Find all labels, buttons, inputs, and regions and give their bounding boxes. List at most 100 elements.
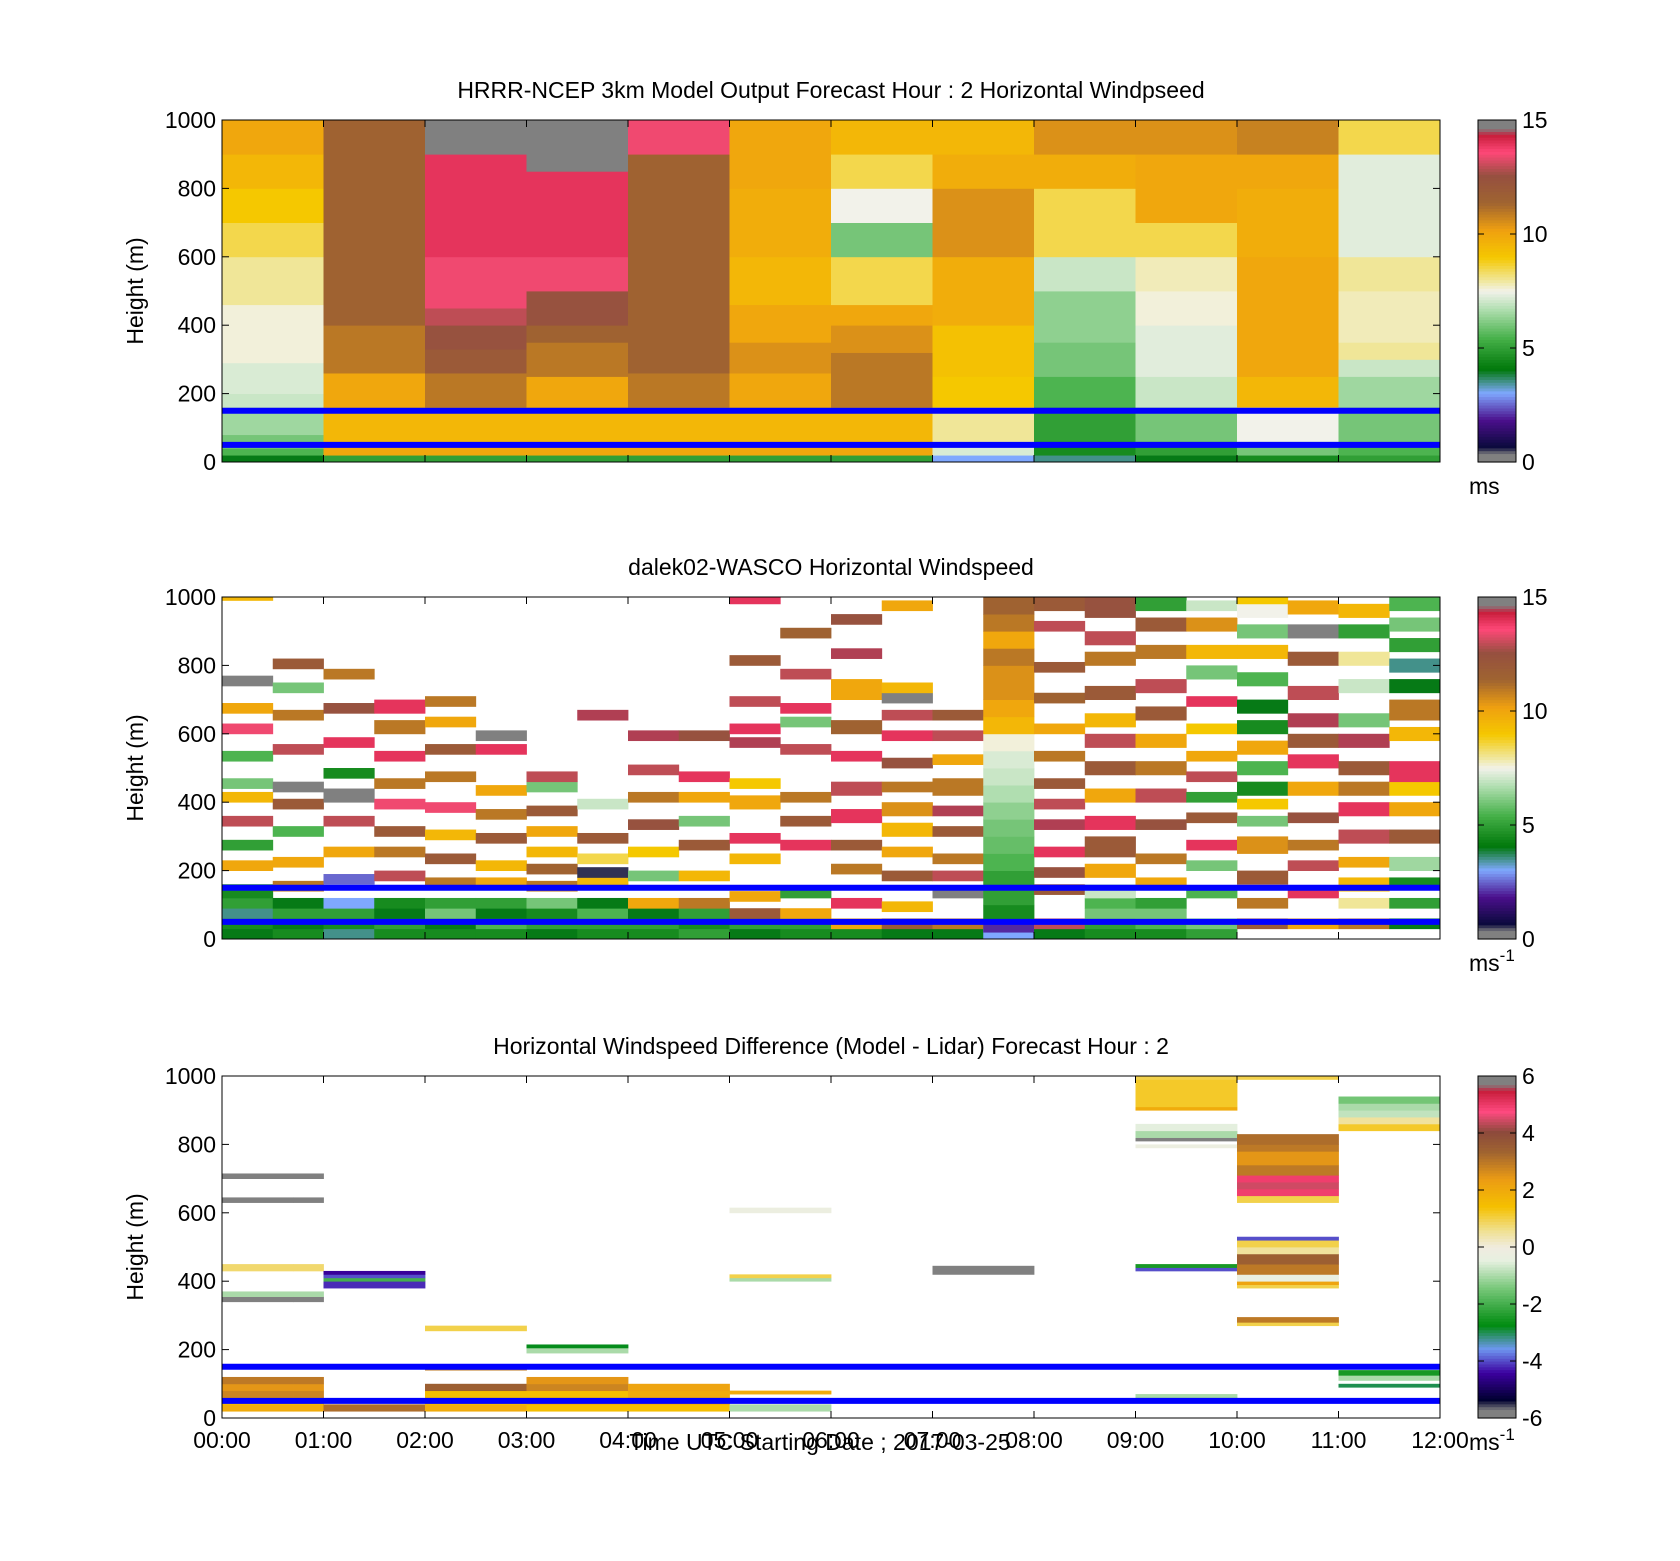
heatmap-cell [1084, 863, 1136, 878]
colorbar-swatch [1478, 867, 1516, 872]
colorbar-swatch [1478, 328, 1516, 332]
heatmap-cell [1237, 897, 1289, 909]
colorbar-swatch [1478, 1081, 1516, 1086]
colorbar-swatch [1478, 356, 1516, 360]
colorbar-swatch [1478, 847, 1516, 852]
heatmap-cell [1135, 597, 1187, 612]
heatmap-cell [222, 222, 324, 258]
heatmap-cell [526, 325, 629, 343]
colorbar-tick-label: 5 [1522, 335, 1535, 361]
colorbar-unit: ms [1469, 473, 1500, 499]
heatmap-cell [831, 455, 933, 463]
colorbar-swatch [1478, 188, 1516, 192]
heatmap-cell [983, 819, 1035, 837]
colorbar-swatch [1478, 642, 1516, 647]
heatmap-cell [1135, 1264, 1238, 1268]
colorbar-swatch [1478, 1352, 1516, 1356]
heatmap-cell [1135, 154, 1238, 223]
heatmap-cell [1237, 644, 1289, 659]
colorbar-unit: ms-1 [1469, 1425, 1515, 1455]
colorbar-swatch [1478, 611, 1516, 615]
heatmap-cell [323, 1277, 426, 1282]
colorbar-swatch [1478, 876, 1516, 880]
x-tick-label: 10:00 [1208, 1427, 1266, 1453]
heatmap-cell [729, 655, 781, 666]
colorbar-swatch [1478, 291, 1516, 295]
heatmap-cell [1237, 603, 1289, 618]
colorbar-swatch [1478, 813, 1516, 818]
colorbar-swatch [1478, 884, 1516, 889]
colorbar-swatch [1478, 733, 1516, 738]
colorbar-swatch [1478, 436, 1516, 440]
heatmap-cell [1135, 853, 1187, 865]
y-tick-label: 0 [203, 449, 216, 475]
colorbar-swatch [1478, 370, 1516, 375]
heatmap-cell [526, 908, 578, 919]
colorbar-swatch [1478, 273, 1516, 278]
heatmap-cell [222, 723, 274, 735]
heatmap-cell [1389, 829, 1441, 844]
x-tick-label: 04:00 [599, 1427, 657, 1453]
colorbar-swatch [1478, 1406, 1516, 1411]
colorbar-swatch [1478, 739, 1516, 743]
colorbar-swatch [1478, 725, 1516, 729]
colorbar-swatch [1478, 745, 1516, 749]
heatmap-cell [323, 1281, 426, 1289]
colorbar-swatch [1478, 336, 1516, 341]
heatmap-cell [1084, 631, 1136, 646]
heatmap-cell [1338, 376, 1441, 408]
heatmap-cell [272, 897, 324, 909]
colorbar-swatch [1478, 728, 1516, 732]
colorbar-swatch [1478, 1150, 1516, 1154]
colorbar-swatch [1478, 339, 1516, 343]
heatmap-cell [222, 908, 274, 919]
colorbar-swatch [1478, 174, 1516, 178]
colorbar-swatch [1478, 1175, 1516, 1180]
heatmap-cell [932, 778, 984, 796]
colorbar-swatch [1478, 422, 1516, 426]
heatmap-cell [1389, 638, 1441, 653]
heatmap-cell [983, 887, 1035, 906]
heatmap-cell [729, 188, 832, 258]
colorbar-swatch [1478, 1244, 1516, 1248]
heatmap-cell [1084, 815, 1136, 830]
heatmap-cell [1338, 342, 1441, 360]
colorbar-swatch [1478, 419, 1516, 423]
heatmap-cell [1237, 836, 1289, 854]
colorbar-swatch [1478, 1284, 1516, 1288]
colorbar-swatch [1478, 1201, 1516, 1205]
colorbar-swatch [1478, 450, 1516, 455]
colorbar-swatch [1478, 157, 1516, 161]
colorbar-swatch [1478, 833, 1516, 837]
colorbar-swatch [1478, 639, 1516, 644]
heatmap-cell [1389, 856, 1441, 871]
y-tick-label: 1000 [165, 1063, 216, 1089]
heatmap-cell [1338, 761, 1390, 776]
heatmap-cell [1338, 733, 1390, 748]
colorbar-swatch [1478, 268, 1516, 272]
heatmap-cell [1034, 455, 1136, 463]
colorbar-swatch [1478, 762, 1516, 766]
heatmap-cell [526, 1383, 629, 1392]
colorbar-swatch [1478, 1375, 1516, 1379]
colorbar-swatch [1478, 393, 1516, 398]
heatmap-cells [222, 1076, 1441, 1412]
colorbar-swatch [1478, 1349, 1516, 1354]
heatmap-cell [1135, 877, 1187, 889]
colorbar-swatch [1478, 597, 1516, 601]
heatmap-cell [729, 778, 781, 789]
heatmap-cell [983, 597, 1035, 615]
x-tick-label: 06:00 [802, 1427, 860, 1453]
heatmap-cell [1135, 1079, 1238, 1108]
colorbar-swatch [1478, 1144, 1516, 1148]
heatmap-cell [628, 1383, 730, 1392]
heatmap-cell [526, 1344, 629, 1349]
colorbar-swatch [1478, 288, 1516, 292]
heatmap-cell [729, 737, 781, 748]
heatmap-cell [1237, 672, 1289, 687]
heatmap-cell [222, 597, 274, 601]
heatmap-cell [729, 1277, 832, 1282]
colorbar-swatch [1478, 822, 1516, 826]
heatmap-cell [729, 908, 781, 919]
colorbar-frame [1477, 596, 1517, 940]
